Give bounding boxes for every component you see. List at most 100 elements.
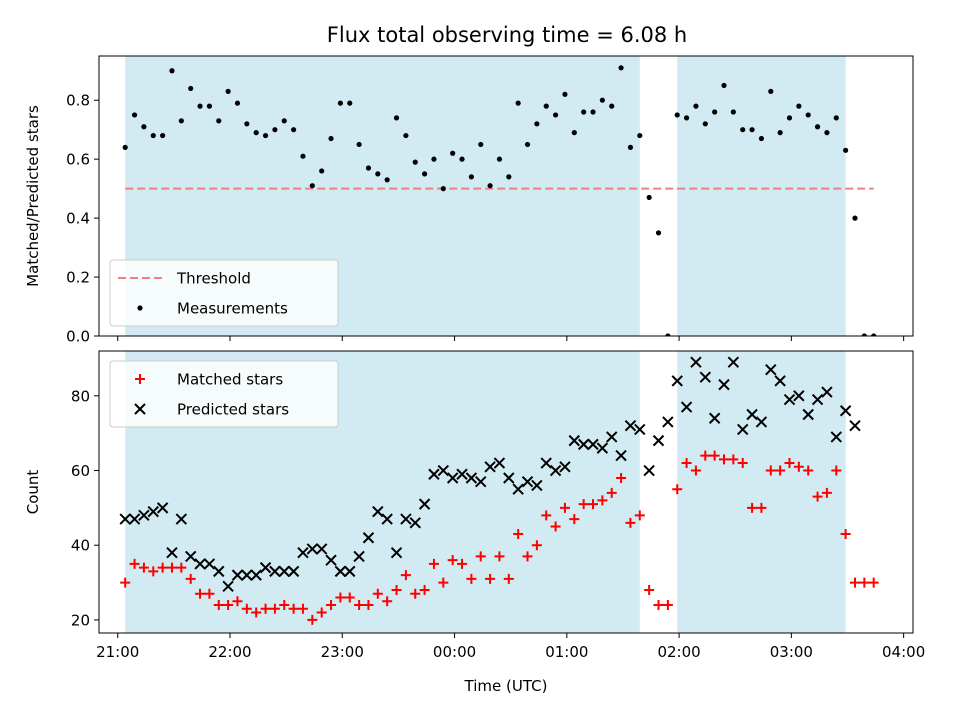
predicted-stars-point	[446, 472, 459, 484]
markers	[119, 356, 879, 625]
predicted-stars-point	[138, 509, 150, 522]
counts-panel: 20 40 60 80 21:00 22:00 23:00 00:00 01:00 02:00 03…	[24, 350, 925, 695]
matched-stars-point	[756, 502, 767, 513]
matched-stars-point	[803, 465, 814, 476]
predicted-stars-point	[306, 543, 319, 555]
predicted-stars-point	[606, 431, 618, 443]
measurement-point	[319, 168, 325, 174]
measurement-point	[150, 132, 156, 139]
matched-stars-point	[868, 577, 879, 588]
matched-stars-point	[475, 551, 486, 562]
measurement-point	[590, 109, 596, 115]
legend-label: Threshold	[176, 270, 251, 288]
predicted-stars-point	[297, 546, 309, 559]
predicted-stars-point	[465, 472, 478, 484]
measurement-point	[871, 333, 877, 336]
measurement-point	[786, 115, 793, 121]
predicted-stars-point	[634, 423, 646, 436]
predicted-stars-point	[727, 356, 740, 368]
measurement-point	[627, 144, 634, 150]
matched-stars-point	[438, 577, 449, 588]
measurement-point	[384, 177, 390, 183]
y-tick-label: 0.6	[66, 151, 90, 169]
predicted-stars-point	[540, 457, 552, 469]
matched-stars-point	[260, 603, 271, 614]
predicted-stars-point	[353, 550, 365, 563]
measurement-point	[768, 88, 774, 94]
measurement-point	[365, 165, 372, 171]
matched-stars-point	[606, 487, 617, 498]
measurement-point	[431, 156, 437, 162]
markers	[122, 65, 877, 336]
x-tick-label: 01:00	[545, 643, 588, 661]
matched-stars-point	[195, 588, 206, 599]
measurement-point	[122, 144, 128, 150]
axes-frame	[98, 55, 914, 337]
matched-stars-point	[597, 495, 608, 506]
measurement-point	[646, 194, 652, 201]
measurement-point	[225, 88, 231, 94]
matched-stars-point	[849, 577, 860, 588]
matched-stars-point	[700, 450, 711, 461]
measurement-point	[141, 124, 147, 130]
matched-stars-point	[185, 573, 196, 584]
measurement-point	[562, 91, 568, 97]
predicted-stars-point	[400, 513, 412, 525]
measurement-point	[777, 130, 783, 136]
predicted-stars-point	[241, 569, 253, 581]
measurement-point	[450, 150, 456, 156]
measurement-point	[552, 112, 559, 118]
predicted-stars-point	[231, 569, 244, 581]
series-measurements	[122, 65, 877, 336]
measurement-point	[412, 159, 418, 165]
predicted-stars-point	[493, 457, 506, 469]
measurement-point	[543, 103, 549, 109]
matched-stars-point	[531, 540, 542, 551]
legend-label: Measurements	[177, 300, 288, 318]
series-predicted-stars	[119, 356, 861, 593]
measurement-point	[244, 121, 250, 127]
measurement-point	[712, 109, 718, 115]
predicted-stars-point	[830, 431, 842, 443]
matched-stars-point	[166, 562, 177, 573]
y-axis-label: Count	[24, 470, 42, 515]
measurement-point	[852, 215, 858, 221]
matched-stars-point	[812, 491, 823, 502]
measurement-point	[674, 112, 680, 118]
legend-box	[109, 259, 339, 327]
predicted-stars-point	[662, 416, 674, 428]
predicted-stars-point	[372, 505, 384, 518]
predicted-stars-point	[615, 449, 627, 462]
predicted-stars-point	[849, 419, 861, 432]
predicted-stars-point	[119, 513, 131, 525]
matched-stars-point	[644, 585, 655, 596]
matched-stars-point	[391, 585, 402, 596]
measurement-point	[534, 121, 540, 127]
matched-stars-point	[382, 596, 393, 607]
matched-stars-point	[616, 472, 627, 483]
measurement-point	[637, 132, 643, 139]
measurement-point	[730, 109, 736, 115]
legend-label: Predicted stars	[177, 401, 289, 419]
measurement-point	[515, 100, 521, 106]
predicted-stars-point	[587, 438, 599, 451]
matched-stars-point	[503, 573, 514, 584]
predicted-stars-point	[774, 375, 786, 387]
predicted-stars-point	[559, 461, 571, 473]
matched-stars-point	[316, 607, 327, 618]
predicted-stars-point	[737, 423, 749, 436]
y-tick-label: 0.0	[66, 328, 90, 346]
matched-stars-point	[447, 555, 458, 566]
measurement-point	[581, 109, 587, 115]
predicted-stars-point	[652, 434, 665, 447]
predicted-stars-point	[250, 569, 262, 581]
predicted-stars-point	[783, 393, 796, 406]
predicted-stars-point	[839, 405, 852, 417]
measurement-point	[721, 82, 727, 89]
predicted-stars-point	[718, 378, 730, 391]
matched-stars-point	[859, 577, 870, 588]
predicted-stars-point	[802, 408, 814, 421]
measurement-point	[824, 130, 830, 136]
measurement-point	[683, 115, 690, 121]
